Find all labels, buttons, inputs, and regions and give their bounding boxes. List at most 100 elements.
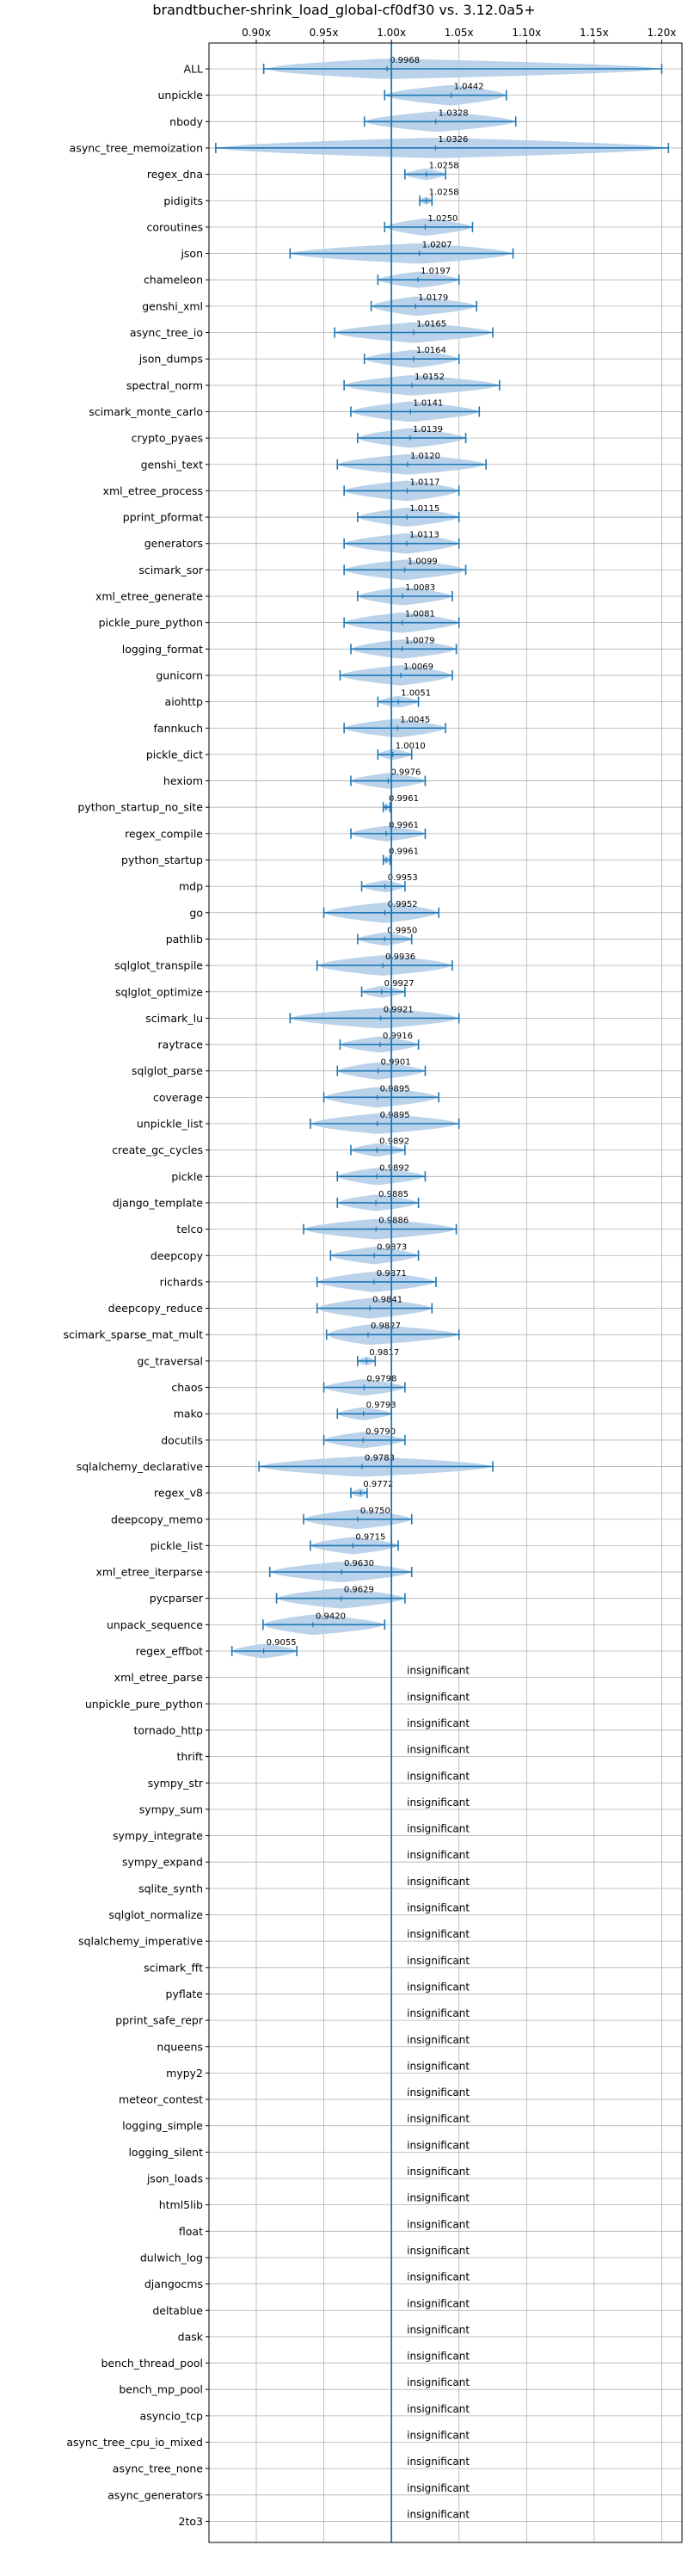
benchmark-label: thrift: [176, 1750, 203, 1763]
x-tick-label: 0.90x: [242, 27, 271, 39]
insignificant-label: insignificant: [407, 2218, 470, 2230]
benchmark-label: json_loads: [146, 2172, 203, 2185]
benchmark-label: logging_format: [122, 643, 203, 656]
benchmark-label: xml_etree_process: [103, 484, 203, 497]
insignificant-label: insignificant: [407, 2034, 470, 2046]
benchmark-label: asyncio_tcp: [140, 2409, 204, 2422]
insignificant-label: insignificant: [407, 1823, 470, 1835]
insignificant-label: insignificant: [407, 1902, 470, 1914]
benchmark-label: python_startup_no_site: [77, 801, 203, 814]
benchmark-label: logging_silent: [128, 2146, 203, 2159]
benchmark-label: deltablue: [152, 2304, 203, 2317]
benchmark-label: chameleon: [144, 274, 203, 287]
benchmark-label: pickle_list: [150, 1539, 203, 1552]
value-label: 1.0099: [408, 557, 438, 566]
benchmark-label: float: [179, 2225, 203, 2238]
insignificant-label: insignificant: [407, 1665, 470, 1677]
benchmark-label: sympy_str: [148, 1777, 204, 1790]
insignificant-label: insignificant: [407, 1876, 470, 1888]
benchmark-label: go: [189, 906, 203, 919]
benchmark-label: sympy_sum: [139, 1803, 203, 1815]
value-label: 0.9950: [387, 926, 417, 935]
value-label: 1.0141: [413, 398, 443, 408]
benchmark-label: deepcopy: [150, 1249, 204, 1262]
value-label: 1.0115: [409, 504, 439, 514]
benchmark-label: djangocms: [144, 2277, 203, 2290]
benchmark-label: sqlglot_transpile: [114, 959, 203, 972]
benchmark-label: unpack_sequence: [107, 1618, 203, 1631]
value-label: 0.9936: [385, 952, 415, 962]
benchmark-label: json: [180, 247, 203, 260]
value-label: 1.0179: [418, 293, 448, 303]
value-label: 0.9750: [360, 1507, 390, 1516]
benchmark-label: sqlglot_normalize: [108, 1908, 203, 1921]
benchmark-label: deepcopy_reduce: [108, 1302, 204, 1315]
value-label: 1.0113: [409, 531, 439, 540]
insignificant-label: insignificant: [407, 2060, 470, 2072]
insignificant-label: insignificant: [407, 2508, 470, 2520]
value-label: 0.9827: [371, 1322, 401, 1331]
value-label: 0.9976: [390, 768, 421, 778]
insignificant-label: insignificant: [407, 2403, 470, 2415]
x-tick-label: 1.20x: [648, 27, 677, 39]
value-label: 1.0069: [403, 662, 433, 672]
chart-title: brandtbucher-shrink_load_global-cf0df30 …: [152, 2, 536, 18]
insignificant-label: insignificant: [407, 2376, 470, 2388]
benchmark-label: bench_mp_pool: [119, 2383, 203, 2396]
value-label: 0.9886: [378, 1217, 408, 1226]
value-label: 0.9916: [383, 1032, 413, 1041]
benchmark-label: docutils: [161, 1433, 203, 1446]
benchmark-label: unpickle_pure_python: [85, 1698, 203, 1710]
benchmark-label: mypy2: [166, 2067, 203, 2080]
value-label: 0.9921: [384, 1005, 414, 1014]
benchmark-label: chaos: [171, 1381, 203, 1394]
value-label: 0.9961: [389, 847, 419, 857]
insignificant-label: insignificant: [407, 1928, 470, 1940]
insignificant-label: insignificant: [407, 2351, 470, 2363]
benchmark-label: pickle: [171, 1170, 203, 1183]
value-label: 1.0258: [429, 188, 459, 197]
benchmark-label: regex_compile: [125, 827, 203, 840]
insignificant-label: insignificant: [407, 2139, 470, 2151]
benchmark-label: mako: [174, 1408, 203, 1420]
x-tick-label: 1.00x: [377, 27, 406, 39]
value-label: 0.9630: [344, 1559, 374, 1568]
benchmark-label: async_generators: [108, 2488, 203, 2501]
benchmark-label: ALL: [184, 63, 204, 76]
benchmark-label: async_tree_io: [130, 326, 203, 339]
benchmark-label: async_tree_none: [113, 2462, 204, 2475]
value-label: 0.9892: [379, 1163, 409, 1173]
plot-frame: [208, 42, 683, 2543]
insignificant-label: insignificant: [407, 1796, 470, 1809]
benchmark-label: json_dumps: [138, 353, 203, 366]
insignificant-label: insignificant: [407, 1744, 470, 1756]
benchmark-label: regex_dna: [147, 168, 203, 181]
x-tick-label: 1.05x: [445, 27, 474, 39]
benchmark-label: hexiom: [163, 774, 203, 787]
benchmark-label: pathlib: [166, 933, 203, 946]
benchmark-label: logging_simple: [122, 2119, 203, 2132]
insignificant-label: insignificant: [407, 2192, 470, 2204]
value-label: 0.9961: [389, 794, 419, 804]
benchmark-label: pidigits: [163, 194, 203, 207]
insignificant-label: insignificant: [407, 1955, 470, 1967]
value-label: 1.0010: [396, 742, 426, 751]
benchmark-label: pprint_safe_repr: [115, 2014, 204, 2027]
benchmark-label: async_tree_memoization: [70, 141, 203, 154]
insignificant-label: insignificant: [407, 2482, 470, 2494]
benchmark-label: xml_etree_iterparse: [95, 1566, 203, 1579]
value-label: 1.0083: [405, 583, 435, 593]
benchmark-label: sqlalchemy_declarative: [77, 1460, 204, 1473]
insignificant-label: insignificant: [407, 1717, 470, 1729]
benchmark-label: tornado_http: [133, 1723, 203, 1736]
benchmark-label: nbody: [169, 115, 203, 128]
benchmark-label: coverage: [153, 1091, 203, 1104]
benchmark-label: html5lib: [159, 2198, 203, 2211]
benchmark-label: django_template: [113, 1196, 204, 1209]
value-label: 0.9772: [363, 1480, 393, 1489]
value-label: 0.9961: [389, 821, 419, 830]
benchmark-label: scimark_sor: [138, 564, 203, 576]
value-label: 1.0045: [400, 715, 430, 724]
